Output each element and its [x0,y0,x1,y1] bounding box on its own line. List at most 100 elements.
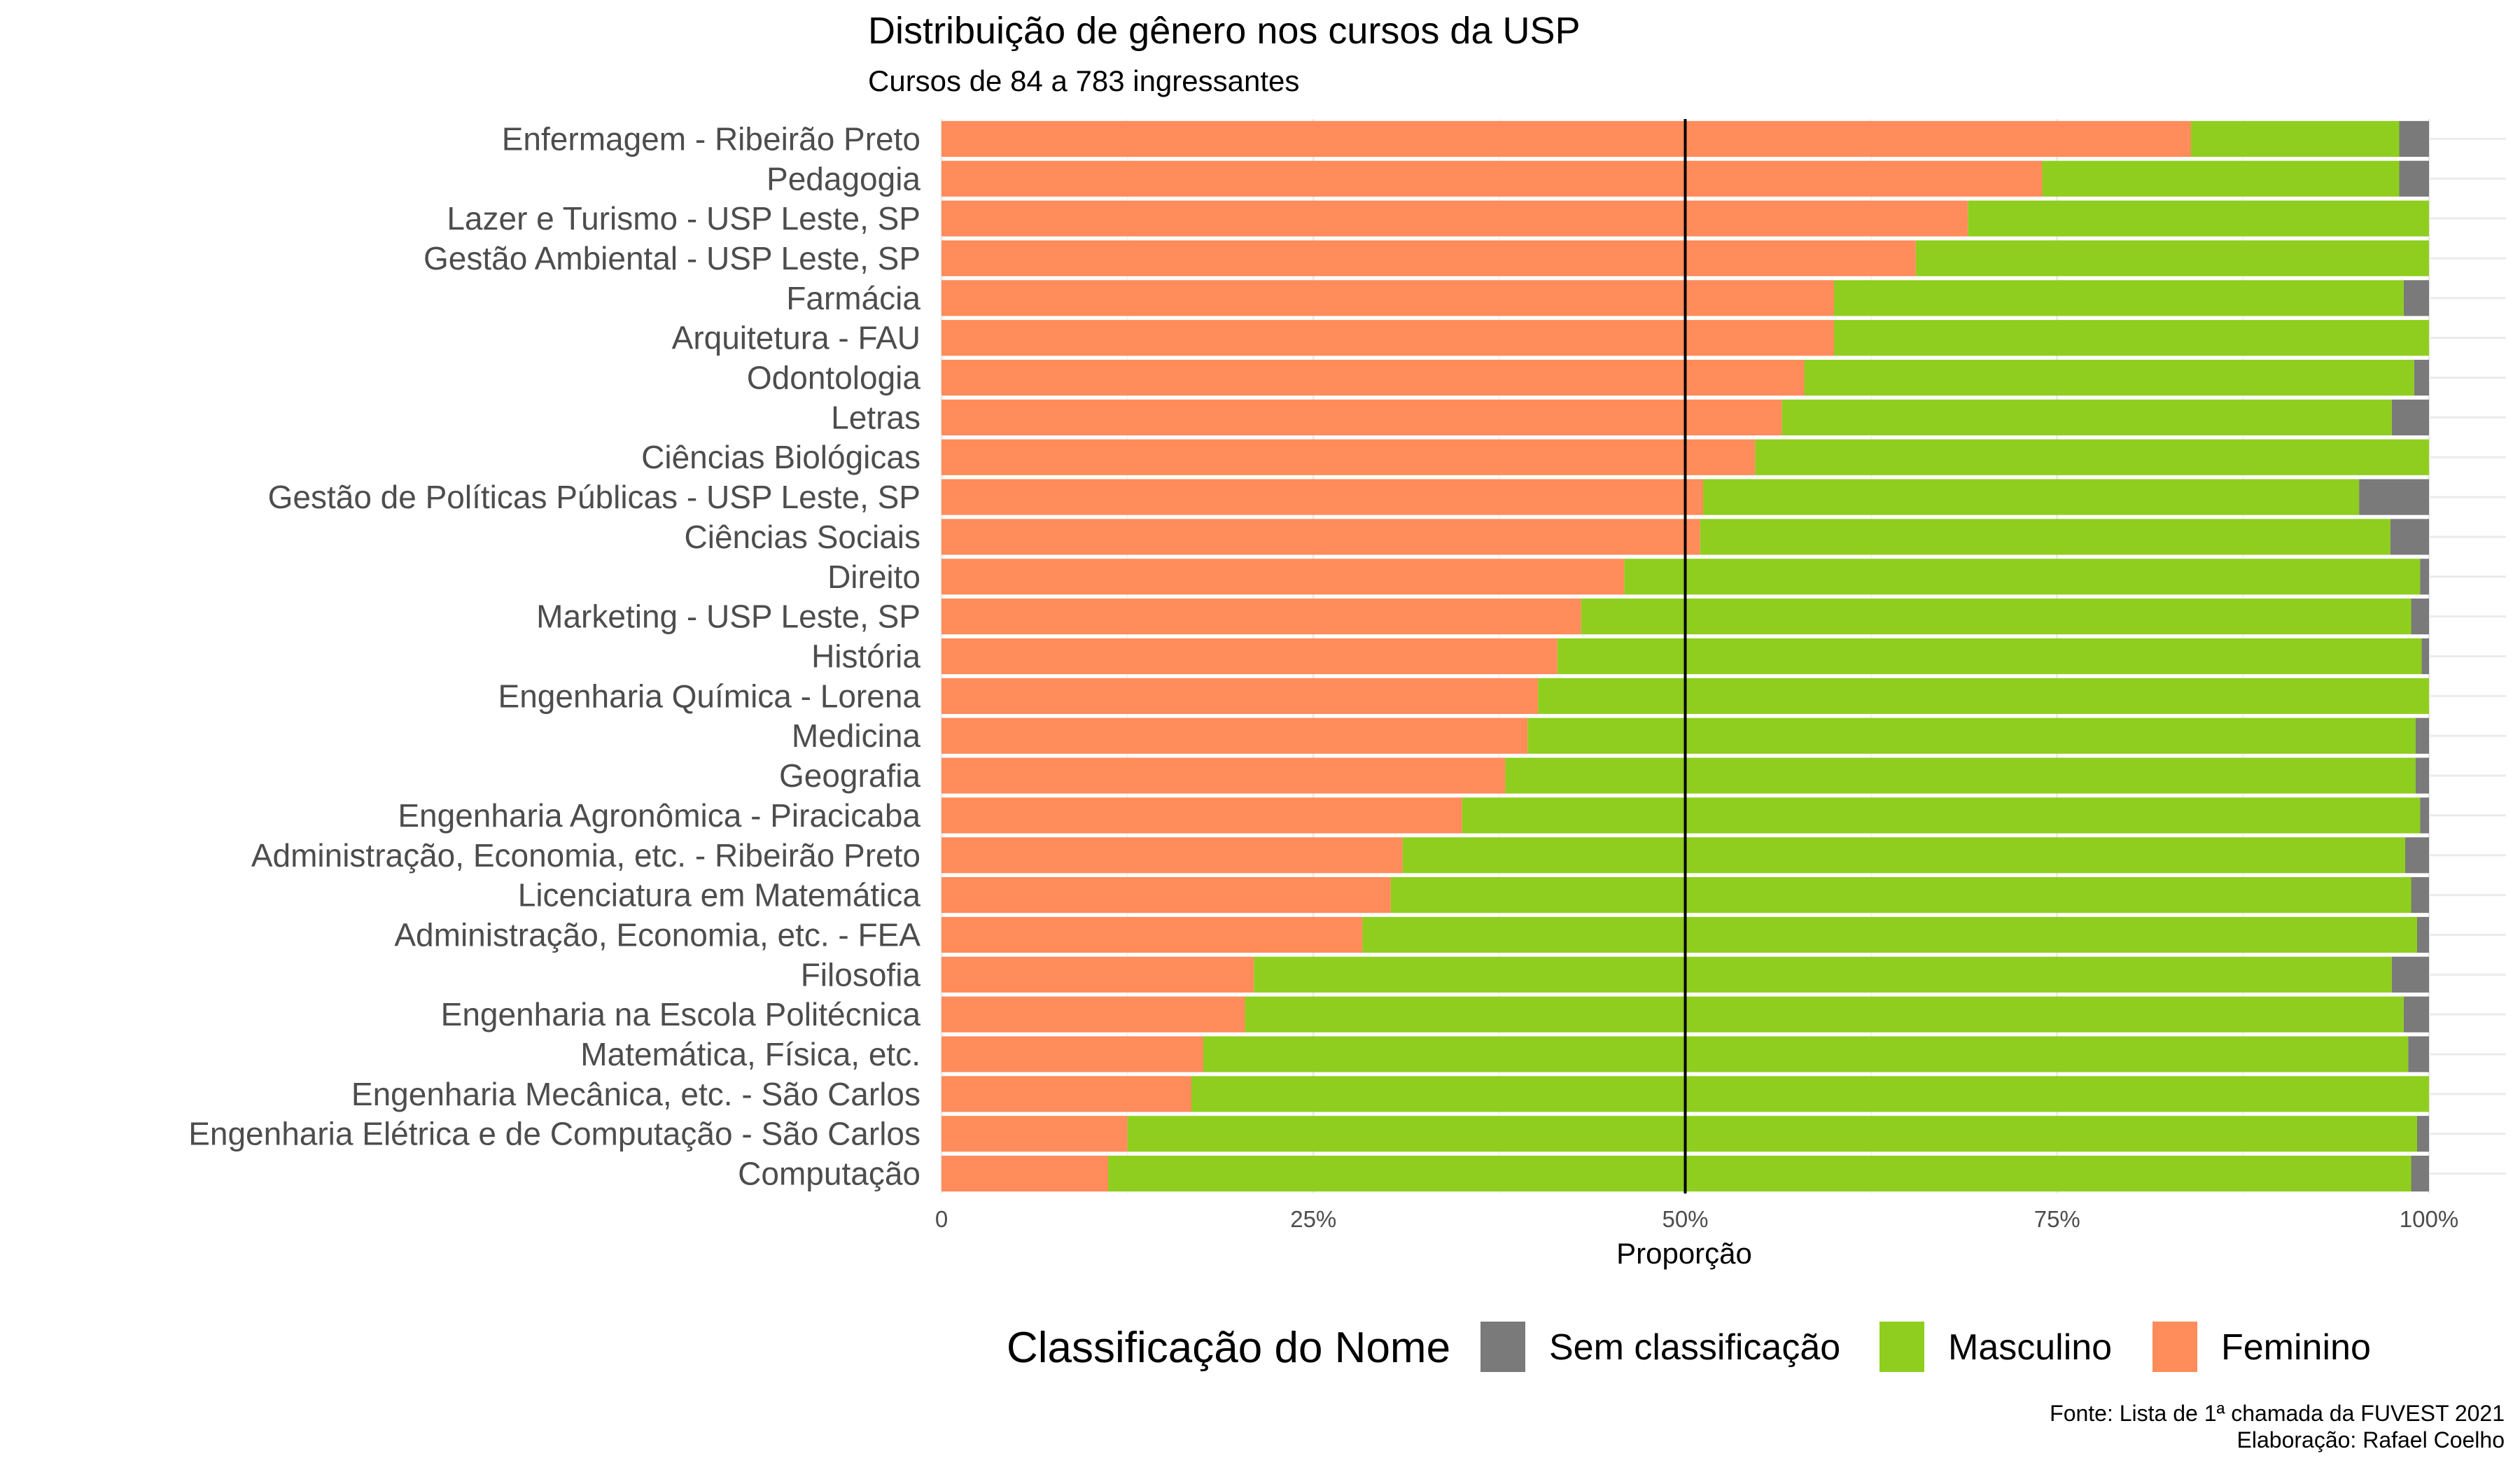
category-label: Computação [738,1156,920,1192]
x-tick-label: 100% [2400,1206,2458,1232]
bar-segment-masculino [1755,439,2429,475]
category-label: Medicina [792,718,921,754]
legend-label: Sem classificação [1549,1327,1840,1368]
bar-segment-feminino [941,837,1403,874]
category-label: Gestão Ambiental - USP Leste, SP [424,240,920,276]
bar-segment-masculino [1462,797,2421,834]
category-label: História [811,638,920,675]
chart-title: Distribuição de gênero nos cursos da USP [868,10,1581,52]
bar-segment-feminino [941,1076,1191,1112]
bar-segment-feminino [941,559,1625,595]
bar-segment-masculino [1700,519,2390,555]
bar-segment-feminino [941,638,1558,675]
bar-segment-sem-classificação [2403,996,2429,1032]
bar-segment-feminino [941,439,1756,475]
bar-segment-feminino [941,757,1506,794]
bar-segment-sem-classificação [2405,837,2429,874]
bar-segment-sem-classificação [2408,1036,2429,1072]
x-tick-label: 0 [935,1206,948,1232]
bar-segment-masculino [1557,638,2422,675]
bar-segment-masculino [1390,877,2412,913]
bar-segment-masculino [1362,916,2417,953]
bar-segment-sem-classificação [2420,797,2429,834]
category-label: Odontologia [747,360,920,396]
category-label: Ciências Biológicas [641,439,920,475]
bar-segment-masculino [1782,399,2392,435]
bar-segment-sem-classificação [2411,598,2429,635]
category-label: Engenharia Elétrica e de Computação - Sã… [188,1116,920,1152]
legend-label: Masculino [1948,1327,2112,1368]
bar-segment-sem-classificação [2420,559,2429,595]
category-label: Engenharia Agronômica - Piracicaba [398,797,920,834]
legend: Classificação do Nome Sem classificação M… [1007,1322,2371,1372]
category-label: Geografia [779,757,920,794]
caption-source: Fonte: Lista de 1ª chamada da FUVEST 202… [2050,1401,2505,1426]
bar-segment-masculino [1915,240,2429,276]
bar-segment-masculino [1254,956,2392,993]
bar-segment-feminino [941,320,1834,356]
bar-segment-masculino [1127,1116,2417,1152]
category-label: Licenciatura em Matemática [518,877,921,913]
category-label: Filosofia [801,956,921,993]
bar-segment-feminino [941,1116,1128,1152]
bar-segment-feminino [941,479,1703,515]
bar-segment-feminino [941,200,1968,237]
bar-segment-feminino [941,797,1462,834]
category-label: Farmácia [786,280,920,316]
bar-segment-masculino [1834,320,2429,356]
legend-key-feminino [2152,1322,2197,1372]
category-label: Letras [831,399,920,435]
x-tick-label: 25% [1290,1206,1336,1232]
bar-segment-masculino [1703,479,2360,515]
bar-segment-sem-classificação [2399,120,2429,158]
bar-segment-sem-classificação [2390,519,2429,555]
x-axis-ticks: 0 25% 50% 75% 100% [935,1206,2458,1232]
category-labels: Enfermagem - Ribeirão PretoPedagogiaLaze… [188,120,920,1191]
bar-segment-masculino [2191,120,2400,158]
bar-segment-masculino [1527,718,2416,754]
bar-segment-masculino [1108,1155,2412,1192]
category-label: Engenharia na Escola Politécnica [441,996,921,1032]
bar-segment-masculino [1505,757,2416,794]
category-label: Marketing - USP Leste, SP [536,598,920,635]
bar-segment-masculino [1581,598,2412,635]
bar-segment-sem-classificação [2415,757,2429,794]
bar-segment-sem-classificação [2399,160,2429,197]
bar-segment-masculino [2042,160,2400,197]
bar-segment-feminino [941,1036,1203,1072]
bar-segment-masculino [1245,996,2404,1032]
bar-segment-sem-classificação [2417,916,2429,953]
legend-title: Classificação do Nome [1007,1324,1450,1372]
bar-segment-masculino [1402,837,2405,874]
bar-segment-feminino [941,1155,1108,1192]
bar-segment-sem-classificação [2411,1155,2429,1192]
bar-segment-sem-classificação [2411,877,2429,913]
bar-segment-feminino [941,718,1528,754]
bar-segment-feminino [941,399,1782,435]
category-label: Engenharia Mecânica, etc. - São Carlos [351,1076,920,1112]
bar-segment-masculino [1968,200,2429,237]
bar-segment-feminino [941,519,1700,555]
category-label: Arquitetura - FAU [672,320,920,356]
bar-segment-masculino [1538,678,2429,714]
category-label: Pedagogia [766,160,920,197]
category-label: Enfermagem - Ribeirão Preto [502,120,920,157]
x-axis-title: Proporção [1616,1237,1752,1270]
bar-segment-sem-classificação [2391,399,2429,435]
bar-segment-feminino [941,598,1581,635]
x-tick-label: 75% [2034,1206,2080,1232]
bar-segment-sem-classificação [2414,359,2429,396]
bar-segment-sem-classificação [2359,479,2429,515]
legend-key-masculino [1879,1322,1924,1372]
bar-segment-sem-classificação [2421,638,2429,675]
bar-segment-masculino [1191,1076,2429,1112]
bar-segment-masculino [1804,359,2414,396]
bar-segment-feminino [941,877,1391,913]
category-label: Lazer e Turismo - USP Leste, SP [447,200,920,237]
bar-segment-feminino [941,678,1539,714]
bar-segment-sem-classificação [2391,956,2429,993]
bar-segment-sem-classificação [2417,1116,2429,1152]
bar-segment-feminino [941,240,1916,276]
bar-segment-feminino [941,280,1834,316]
